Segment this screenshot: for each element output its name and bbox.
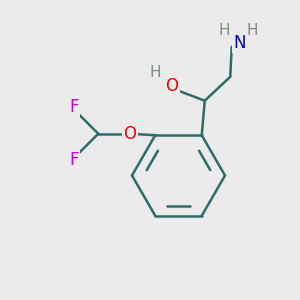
Text: O: O [123,125,136,143]
Text: O: O [165,77,178,95]
Text: F: F [69,151,78,169]
Text: F: F [69,98,78,116]
Text: H: H [246,23,258,38]
Text: H: H [149,65,161,80]
Text: N: N [233,34,245,52]
Text: H: H [218,23,230,38]
